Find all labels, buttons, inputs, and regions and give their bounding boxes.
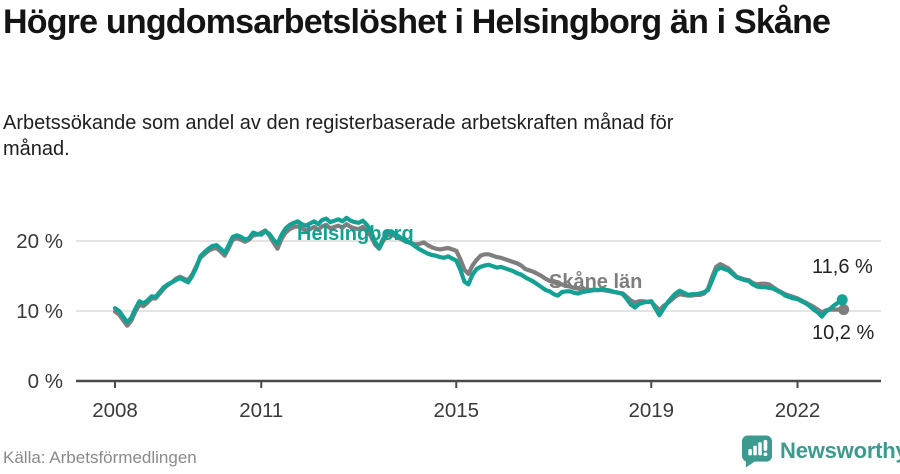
y-tick-label: 20 %: [16, 230, 63, 253]
y-tick-label: 0 %: [28, 370, 63, 393]
logo-bar-3: [758, 442, 762, 456]
end-dot-helsingborg: [836, 294, 848, 306]
x-tick-label: 2008: [92, 399, 138, 422]
x-tick-label: 2015: [433, 399, 479, 422]
x-tick-label: 2019: [628, 399, 674, 422]
logo-exclamation-dot: [763, 452, 768, 457]
line-series-helsingborg: [112, 215, 845, 325]
end-dot-skane: [838, 304, 850, 316]
series-label-helsingborg: Helsingborg: [297, 223, 414, 245]
logo-exclamation-stem: [763, 439, 768, 451]
x-tick-label: 2022: [775, 399, 821, 422]
chart-subtitle: Arbetssökande som andel av den registerb…: [3, 112, 674, 161]
chart-dynamic-layer: 0 % 10 % 20 % 2008 2011 2015 2019 2022: [16, 215, 881, 422]
source-attribution: Källa: Arbetsförmedlingen: [3, 448, 197, 467]
newsworthy-wordmark: Newsworthy: [780, 438, 900, 463]
logo-bar-1: [748, 449, 752, 456]
page-title: Högre ungdomsarbetslöshet i Helsingborg …: [3, 3, 831, 41]
logo-bubble-shape: [741, 435, 773, 468]
unemployment-line-chart: 0 % 10 % 20 % 2008 2011 2015 2019 2022 Helsingb…: [16, 215, 881, 422]
chart-header: Högre ungdomsarbetslöshet i Helsingborg …: [3, 0, 883, 43]
logo-bar-2: [753, 445, 757, 456]
newsworthy-logo: Newsworthy: [741, 434, 900, 468]
y-tick-label: 10 %: [16, 300, 63, 323]
x-tick-label: 2011: [239, 399, 283, 422]
end-value-label-skane: 10,2 %: [812, 322, 874, 344]
line-series-skane: [112, 222, 845, 328]
end-value-label-helsingborg: 11,6 %: [812, 256, 873, 278]
series-label-skane: Skåne län: [549, 270, 642, 293]
newsworthy-logo-icon: [741, 435, 773, 468]
